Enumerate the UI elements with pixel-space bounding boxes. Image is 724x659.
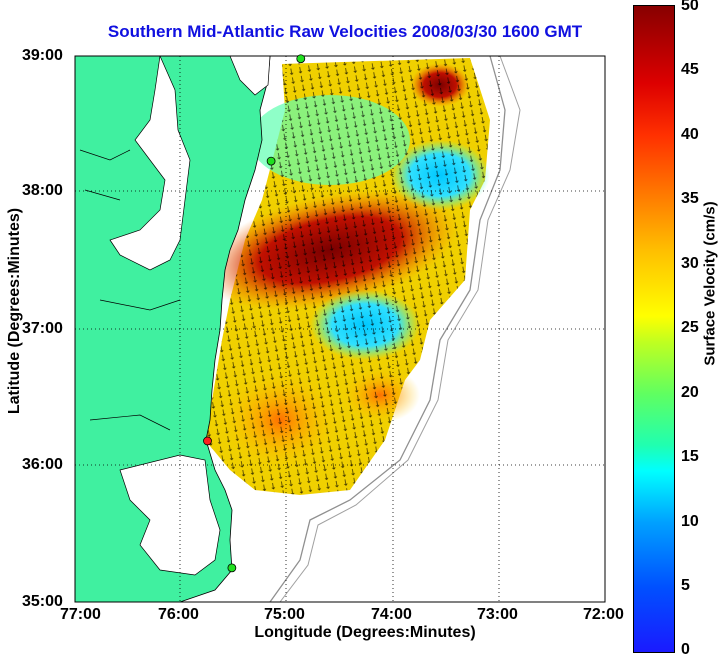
y-tick-2: 37:00 — [22, 320, 63, 337]
map-title: Southern Mid-Atlantic Raw Velocities 200… — [107, 22, 583, 41]
colorbar-tick-10: 10 — [681, 513, 699, 530]
y-tick-3: 36:00 — [22, 456, 63, 473]
pamlico-sound — [119, 454, 221, 576]
colorbar-tick-15: 15 — [681, 448, 699, 465]
chesapeake-bay — [109, 56, 191, 271]
y-tick-4: 35:00 — [22, 593, 63, 610]
colorbar-tick-45: 45 — [681, 61, 699, 78]
x-axis-label: Longitude (Degrees:Minutes) — [254, 624, 476, 641]
y-axis-label: Latitude (Degrees:Minutes) — [6, 207, 23, 415]
velocity-arrows — [205, 58, 490, 495]
colorbar-tick-40: 40 — [681, 126, 699, 143]
colorbar-tick-35: 35 — [681, 190, 699, 207]
x-tick-3: 74:00 — [371, 606, 412, 623]
colorbar-tick-50: 50 — [681, 0, 699, 14]
radar-station-0 — [296, 54, 306, 64]
colorbar-tick-30: 30 — [681, 255, 699, 272]
grid — [75, 56, 605, 602]
x-tick-5: 72:00 — [583, 606, 624, 623]
x-tick-4: 73:00 — [477, 606, 518, 623]
colorbar-tick-25: 25 — [681, 319, 699, 336]
radar-station-2 — [203, 436, 212, 446]
colorbar-tick-20: 20 — [681, 384, 699, 401]
radar-station-3 — [227, 563, 237, 573]
colorbar-tick-5: 5 — [681, 577, 690, 594]
plot-frame — [74, 55, 606, 603]
y-tick-1: 38:00 — [22, 182, 63, 199]
x-tick-2: 75:00 — [264, 606, 305, 623]
x-tick-0: 77:00 — [60, 606, 101, 623]
x-tick-1: 76:00 — [158, 606, 199, 623]
y-tick-0: 39:00 — [22, 47, 63, 64]
colorbar — [633, 5, 675, 653]
colorbar-label: Surface Velocity (cm/s) — [701, 201, 719, 366]
radar-station-1 — [266, 156, 276, 166]
colorbar-tick-0: 0 — [681, 641, 690, 658]
delaware-bay — [229, 56, 271, 96]
